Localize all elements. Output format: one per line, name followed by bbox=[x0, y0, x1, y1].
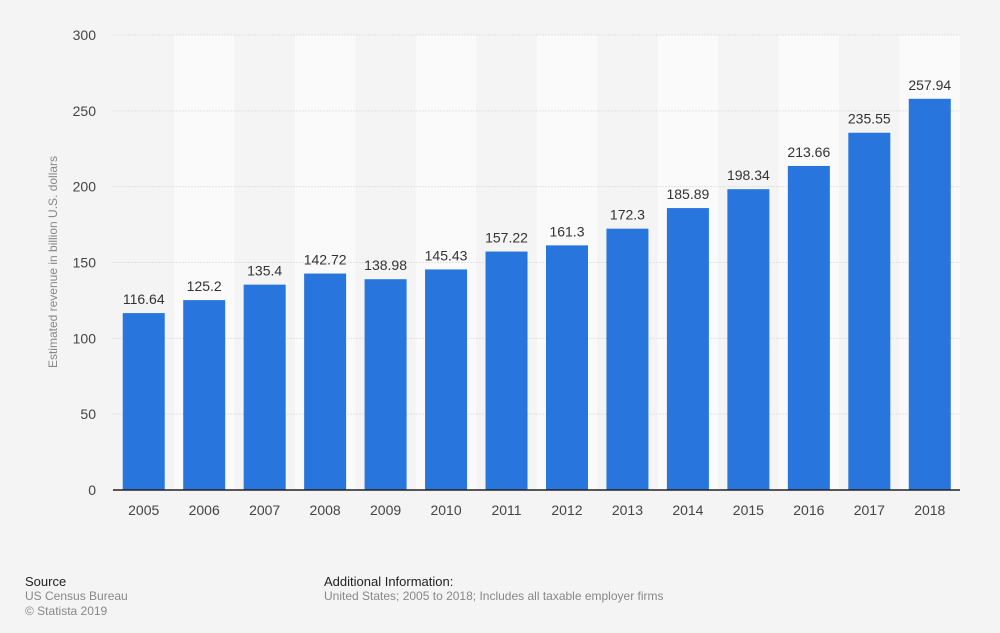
x-tick-label: 2018 bbox=[914, 502, 945, 518]
bar-2012 bbox=[545, 245, 588, 490]
bar-2011 bbox=[485, 251, 528, 490]
bar-2014 bbox=[666, 208, 709, 490]
source-name[interactable]: US Census Bureau bbox=[25, 589, 128, 603]
data-label: 116.64 bbox=[123, 291, 165, 307]
x-tick-label: 2016 bbox=[793, 502, 824, 518]
source-block: Source US Census Bureau © Statista 2019 bbox=[25, 574, 128, 619]
bar-2009 bbox=[364, 279, 407, 490]
data-label: 157.22 bbox=[485, 230, 528, 246]
x-tick-label: 2011 bbox=[491, 502, 521, 518]
data-label: 257.94 bbox=[908, 77, 951, 93]
additional-info-title: Additional Information: bbox=[324, 574, 454, 589]
y-tick-label: 50 bbox=[80, 406, 96, 422]
x-tick-label: 2005 bbox=[128, 502, 159, 518]
y-tick-label: 100 bbox=[73, 330, 97, 346]
y-tick-label: 0 bbox=[88, 482, 96, 498]
x-tick-label: 2010 bbox=[430, 502, 461, 518]
bar-2017 bbox=[848, 132, 891, 491]
x-tick-label: 2012 bbox=[551, 502, 582, 518]
x-tick-label: 2008 bbox=[310, 502, 341, 518]
y-tick-label: 200 bbox=[73, 179, 97, 195]
bar-2008 bbox=[304, 273, 347, 490]
y-tick-label: 150 bbox=[73, 255, 97, 271]
data-label: 142.72 bbox=[304, 252, 347, 268]
data-label: 161.3 bbox=[549, 223, 584, 239]
data-label: 198.34 bbox=[727, 167, 770, 183]
x-tick-label: 2014 bbox=[672, 502, 703, 518]
y-tick-label: 300 bbox=[73, 27, 97, 43]
data-label: 185.89 bbox=[666, 186, 709, 202]
data-label: 213.66 bbox=[787, 144, 830, 160]
y-axis-label: Estimated revenue in billion U.S. dollar… bbox=[46, 156, 60, 368]
x-tick-label: 2013 bbox=[612, 502, 643, 518]
data-label: 125.2 bbox=[187, 278, 222, 294]
y-tick-label: 250 bbox=[73, 103, 97, 119]
data-label: 135.4 bbox=[247, 263, 282, 279]
data-label: 138.98 bbox=[364, 257, 407, 273]
bar-2013 bbox=[606, 228, 649, 490]
bar-2016 bbox=[787, 165, 830, 490]
bar-2007 bbox=[243, 284, 286, 490]
additional-info-text: United States; 2005 to 2018; Includes al… bbox=[324, 589, 664, 603]
data-label: 172.3 bbox=[610, 207, 645, 223]
x-tick-label: 2007 bbox=[249, 502, 280, 518]
additional-info-block: Additional Information: United States; 2… bbox=[324, 574, 664, 604]
bar-2015 bbox=[727, 189, 770, 490]
bar-2005 bbox=[122, 313, 165, 490]
copyright[interactable]: © Statista 2019 bbox=[25, 604, 108, 618]
data-label: 145.43 bbox=[425, 247, 468, 263]
bar-2018 bbox=[908, 98, 951, 490]
data-label: 235.55 bbox=[848, 111, 891, 127]
x-tick-label: 2015 bbox=[733, 502, 764, 518]
bar-2010 bbox=[425, 269, 468, 490]
x-tick-label: 2017 bbox=[854, 502, 885, 518]
x-tick-label: 2006 bbox=[189, 502, 220, 518]
source-title: Source bbox=[25, 574, 67, 589]
bar-2006 bbox=[183, 300, 226, 490]
x-tick-label: 2009 bbox=[370, 502, 401, 518]
